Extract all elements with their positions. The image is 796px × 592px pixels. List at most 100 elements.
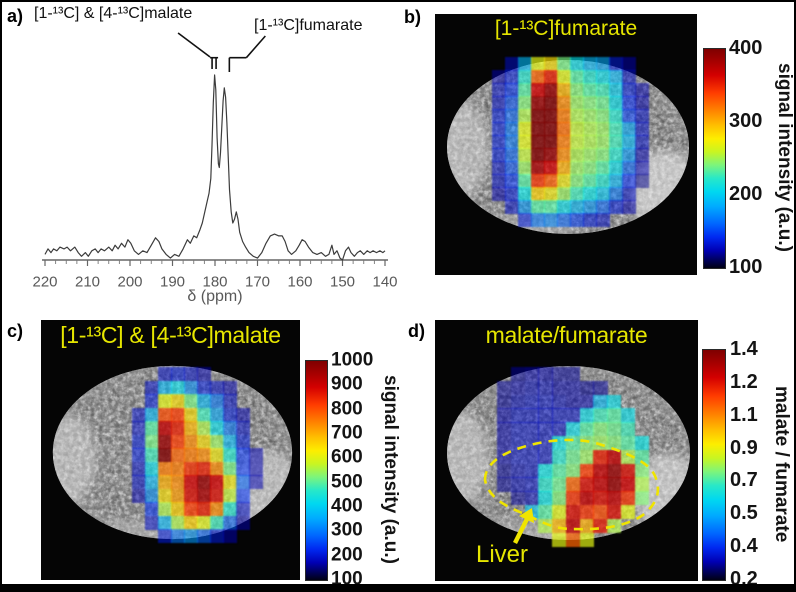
overlay-cell — [197, 394, 211, 408]
colorbar-tick-label: 1000 — [331, 349, 374, 371]
overlay-cell — [492, 161, 506, 175]
x-tick-label: 140 — [372, 273, 397, 290]
overlay-cell — [579, 380, 594, 396]
overlay-cell — [634, 463, 649, 478]
overlay-cell — [579, 505, 594, 520]
overlay-cell — [210, 529, 224, 543]
overlay-cell — [145, 515, 159, 530]
overlay-cell — [583, 187, 597, 201]
panel-c-title: [1-¹³C] & [4-¹³C]malate — [60, 322, 281, 348]
overlay-cell — [236, 488, 250, 503]
overlay-cell — [497, 408, 512, 423]
overlay-cell — [158, 421, 172, 435]
overlay-cell — [609, 161, 623, 175]
overlay-cell — [552, 408, 567, 423]
overlay-cell — [531, 135, 545, 149]
liver-annotation: Liver — [476, 541, 529, 568]
colorbar-tick-label: 700 — [331, 422, 363, 444]
overlay-cell — [531, 57, 545, 71]
overlay-cell — [223, 475, 237, 489]
overlay-cell — [158, 367, 172, 381]
overlay-cell — [236, 475, 250, 489]
overlay-cell — [223, 407, 237, 422]
x-tick-label: 210 — [75, 273, 100, 290]
overlay-cell — [622, 200, 636, 214]
overlay-cell — [510, 449, 525, 465]
colorbar-tick-label: 300 — [331, 519, 363, 541]
overlay-cell — [570, 200, 584, 214]
overlay-cell — [583, 148, 597, 162]
overlay-cell — [158, 529, 172, 543]
overlay-cell — [570, 96, 584, 110]
overlay-cell — [184, 529, 198, 543]
x-tick-label: 160 — [287, 273, 312, 290]
overlay-cell — [544, 57, 558, 71]
overlay-cell — [557, 83, 571, 97]
overlay-cell — [579, 477, 594, 492]
overlay-cell — [538, 367, 553, 382]
overlay-cell — [236, 434, 250, 449]
overlay-cell — [210, 461, 224, 476]
overlay-cell — [538, 449, 553, 465]
overlay-cell — [596, 83, 610, 97]
overlay-cell — [596, 122, 610, 136]
overlay-cell — [565, 491, 580, 506]
overlay-cell — [184, 380, 198, 395]
overlay-cell — [505, 96, 519, 110]
overlay-cell — [158, 515, 172, 530]
colorbar-tick-label: 900 — [331, 373, 363, 395]
overlay-cell — [583, 96, 597, 110]
overlay-cell — [497, 380, 512, 396]
overlay-cell — [620, 491, 635, 506]
overlay-cell — [635, 109, 649, 123]
overlay-cell — [593, 449, 608, 465]
overlay-cell — [607, 463, 622, 478]
overlay-cell — [171, 407, 185, 422]
overlay-cell — [607, 505, 622, 520]
overlay-cell — [518, 83, 532, 97]
overlay-cell — [236, 448, 250, 462]
overlay-cell — [552, 477, 567, 492]
overlay-cell — [538, 491, 553, 506]
overlay-cell — [557, 174, 571, 188]
overlay-cell — [492, 83, 506, 97]
overlay-cell — [158, 488, 172, 503]
colorbar-b — [703, 48, 726, 269]
overlay-cell — [593, 477, 608, 492]
overlay-cell — [570, 148, 584, 162]
overlay-cell — [622, 187, 636, 201]
overlay-cell — [132, 461, 146, 476]
overlay-cell — [531, 122, 545, 136]
overlay-cell — [236, 421, 250, 435]
overlay-cell — [518, 187, 532, 201]
overlay-cell — [620, 449, 635, 465]
overlay-cell — [210, 421, 224, 435]
overlay-cell — [607, 491, 622, 506]
overlay-cell — [145, 448, 159, 462]
overlay-cell — [622, 83, 636, 97]
overlay-cell — [552, 422, 567, 437]
overlay-cell — [557, 57, 571, 71]
overlay-cell — [158, 434, 172, 449]
overlay-cell — [609, 122, 623, 136]
overlay-cell — [570, 122, 584, 136]
overlay-cell — [223, 502, 237, 516]
overlay-cell — [583, 174, 597, 188]
overlay-cell — [524, 477, 539, 492]
panel-b-title: [1-¹³C]fumarate — [494, 17, 638, 40]
overlay-cell — [518, 200, 532, 214]
colorbar-tick-label: 1.2 — [730, 370, 758, 393]
overlay-cell — [609, 187, 623, 201]
overlay-cell — [579, 463, 594, 478]
overlay-cell — [593, 491, 608, 506]
overlay-cell — [505, 122, 519, 136]
overlay-cell — [518, 174, 532, 188]
overlay-cell — [197, 380, 211, 395]
overlay-cell — [570, 57, 584, 71]
overlay-cell — [223, 380, 237, 395]
overlay-cell — [544, 70, 558, 84]
overlay-cell — [544, 213, 558, 227]
overlay-cell — [596, 135, 610, 149]
overlay-cell — [223, 529, 237, 543]
